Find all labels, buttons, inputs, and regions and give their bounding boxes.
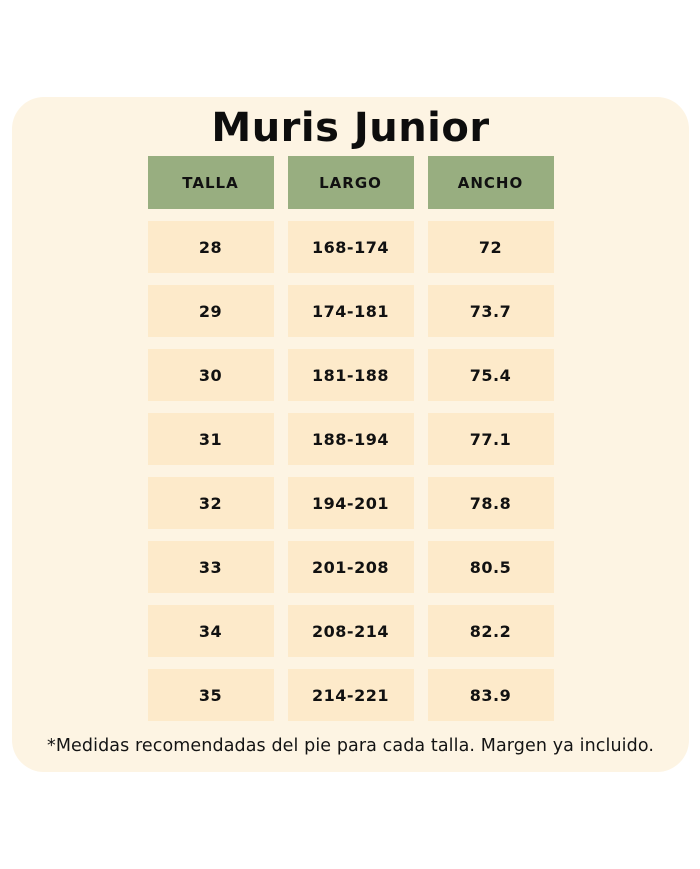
column-header-talla: TALLA xyxy=(147,156,274,209)
table-cell-talla: 35 xyxy=(147,669,274,721)
table-cell-largo: 181-188 xyxy=(287,349,414,401)
table-cell-talla: 33 xyxy=(147,541,274,593)
page-title: Muris Junior xyxy=(211,105,490,151)
table-cell-largo: 168-174 xyxy=(287,221,414,273)
table-cell-ancho: 83.9 xyxy=(427,669,554,721)
table-cell-ancho: 77.1 xyxy=(427,413,554,465)
table-cell-ancho: 78.8 xyxy=(427,477,554,529)
column-header-largo: LARGO xyxy=(287,156,414,209)
table-cell-largo: 174-181 xyxy=(287,285,414,337)
size-chart-card: Muris Junior TALLA LARGO ANCHO 28 168-17… xyxy=(12,97,689,772)
table-cell-talla: 31 xyxy=(147,413,274,465)
table-cell-largo: 194-201 xyxy=(287,477,414,529)
table-cell-largo: 201-208 xyxy=(287,541,414,593)
table-cell-ancho: 75.4 xyxy=(427,349,554,401)
table-cell-talla: 30 xyxy=(147,349,274,401)
table-cell-talla: 29 xyxy=(147,285,274,337)
table-cell-talla: 32 xyxy=(147,477,274,529)
column-header-ancho: ANCHO xyxy=(427,156,554,209)
table-cell-talla: 28 xyxy=(147,221,274,273)
table-cell-ancho: 72 xyxy=(427,221,554,273)
table-cell-largo: 188-194 xyxy=(287,413,414,465)
table-cell-largo: 208-214 xyxy=(287,605,414,657)
size-table: TALLA LARGO ANCHO 28 168-174 72 29 174-1… xyxy=(147,156,554,721)
table-cell-ancho: 82.2 xyxy=(427,605,554,657)
table-cell-ancho: 80.5 xyxy=(427,541,554,593)
footnote: *Medidas recomendadas del pie para cada … xyxy=(46,736,654,756)
table-cell-ancho: 73.7 xyxy=(427,285,554,337)
table-cell-largo: 214-221 xyxy=(287,669,414,721)
table-cell-talla: 34 xyxy=(147,605,274,657)
